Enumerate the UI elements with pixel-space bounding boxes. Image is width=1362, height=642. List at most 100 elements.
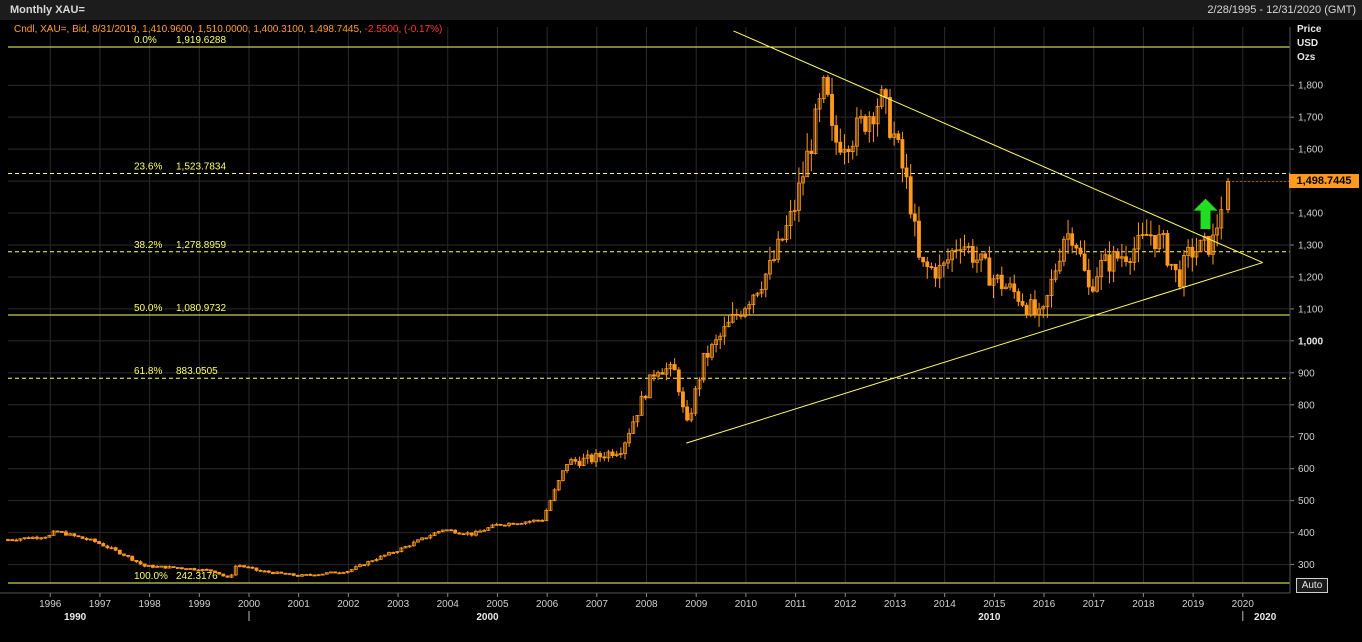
- candle-body: [300, 574, 304, 577]
- auto-scale-button[interactable]: Auto: [1296, 578, 1328, 593]
- candle-body: [51, 530, 56, 536]
- candle-body: [134, 560, 139, 563]
- y-tick-label: 1,800: [1298, 81, 1323, 92]
- candle-body: [805, 150, 810, 178]
- candle-body: [233, 565, 238, 576]
- candle-body: [540, 519, 545, 522]
- candle-body: [142, 563, 147, 567]
- candle-body: [991, 278, 996, 286]
- candle-body: [668, 364, 673, 370]
- fib-pct-label: 38.2%: [134, 240, 162, 251]
- candle-body: [1177, 269, 1182, 288]
- candle-body: [751, 294, 756, 306]
- fib-pct-label: 100.0%: [134, 571, 168, 582]
- candle-info-values: Cndl, XAU=, Bid, 8/31/2019, 1,410.9600, …: [14, 24, 362, 35]
- candle-body: [821, 77, 826, 100]
- candle-body: [246, 566, 251, 569]
- candle-body: [854, 117, 859, 147]
- candle-body: [432, 532, 437, 537]
- candle-body: [755, 292, 760, 296]
- candle-body: [606, 451, 611, 459]
- candle-body: [631, 421, 636, 434]
- candle-body: [759, 288, 764, 294]
- y-tick-label: 900: [1298, 368, 1315, 379]
- candle-body: [461, 533, 466, 536]
- candle-body: [842, 148, 847, 153]
- candle-body: [660, 372, 665, 375]
- candle-body: [221, 573, 226, 577]
- candle-body: [254, 567, 259, 571]
- fib-value-label: 1,278.8959: [176, 240, 226, 251]
- y-axis-title: Ozs: [1297, 52, 1316, 63]
- y-tick-label: 300: [1298, 560, 1315, 571]
- candle-body: [739, 314, 743, 317]
- x-tick-label: 2000: [238, 599, 261, 610]
- candle-body: [900, 139, 905, 169]
- candle-body: [196, 569, 201, 572]
- candle-body: [672, 364, 677, 371]
- candle-body: [796, 182, 801, 211]
- candle-body: [279, 571, 284, 574]
- y-tick-label: 600: [1298, 464, 1315, 475]
- candle-body: [904, 167, 909, 178]
- candle-body: [395, 551, 400, 553]
- trendline: [733, 30, 1263, 264]
- candle-body: [200, 568, 205, 572]
- candle-body: [908, 176, 913, 215]
- candle-body: [743, 308, 747, 317]
- candle-body: [502, 524, 507, 527]
- candle-body: [585, 454, 590, 459]
- candle-body: [271, 571, 275, 575]
- candle-body: [734, 314, 739, 316]
- candlesticks: [6, 74, 1290, 579]
- x-tick-label: 2020: [1232, 599, 1255, 610]
- candle-body: [801, 176, 805, 184]
- candle-body: [478, 530, 482, 533]
- candle-body: [643, 395, 648, 399]
- x-tick-label: 2006: [536, 599, 559, 610]
- candle-body: [850, 145, 855, 153]
- candle-body: [813, 108, 818, 154]
- candle-body: [175, 567, 180, 569]
- candle-body: [1128, 261, 1133, 263]
- grid: [0, 20, 1362, 642]
- candle-body: [163, 565, 168, 569]
- candle-body: [875, 105, 880, 125]
- candle-body: [1045, 295, 1050, 308]
- candle-body: [1057, 260, 1062, 272]
- candle-body: [283, 572, 288, 575]
- candle-body: [378, 555, 383, 560]
- x-tick-label: 1996: [39, 599, 62, 610]
- candle-body: [925, 261, 930, 267]
- candle-body: [6, 539, 10, 542]
- candle-body: [486, 527, 491, 531]
- candle-body: [618, 453, 623, 455]
- candle-body: [966, 246, 971, 248]
- candle-body: [1165, 233, 1170, 266]
- candle-body: [209, 569, 213, 572]
- candle-body: [1066, 233, 1070, 240]
- candle-body: [718, 335, 723, 341]
- y-tick-label: 1,000: [1298, 336, 1323, 347]
- fib-pct-label: 50.0%: [134, 303, 162, 314]
- candle-body: [35, 536, 39, 539]
- candle-info-change: -2.5500, (-0.17%): [361, 24, 443, 35]
- candle-body: [1037, 308, 1041, 316]
- candle-body: [146, 565, 151, 567]
- candle-body: [1161, 233, 1166, 236]
- candle-body: [213, 570, 217, 573]
- chart-title: Monthly XAU=: [10, 4, 85, 16]
- candle-body: [623, 442, 627, 454]
- candle-body: [117, 549, 122, 555]
- x-tick-label: 2018: [1132, 599, 1155, 610]
- candle-body: [531, 519, 536, 522]
- x-tick-label: 1999: [188, 599, 211, 610]
- candle-body: [594, 453, 598, 463]
- candle-body: [1136, 235, 1141, 250]
- candle-body: [784, 225, 789, 241]
- candle-body: [834, 125, 839, 143]
- green-up-arrow: [1193, 198, 1218, 230]
- candle-body: [871, 116, 876, 125]
- candle-body: [151, 565, 155, 568]
